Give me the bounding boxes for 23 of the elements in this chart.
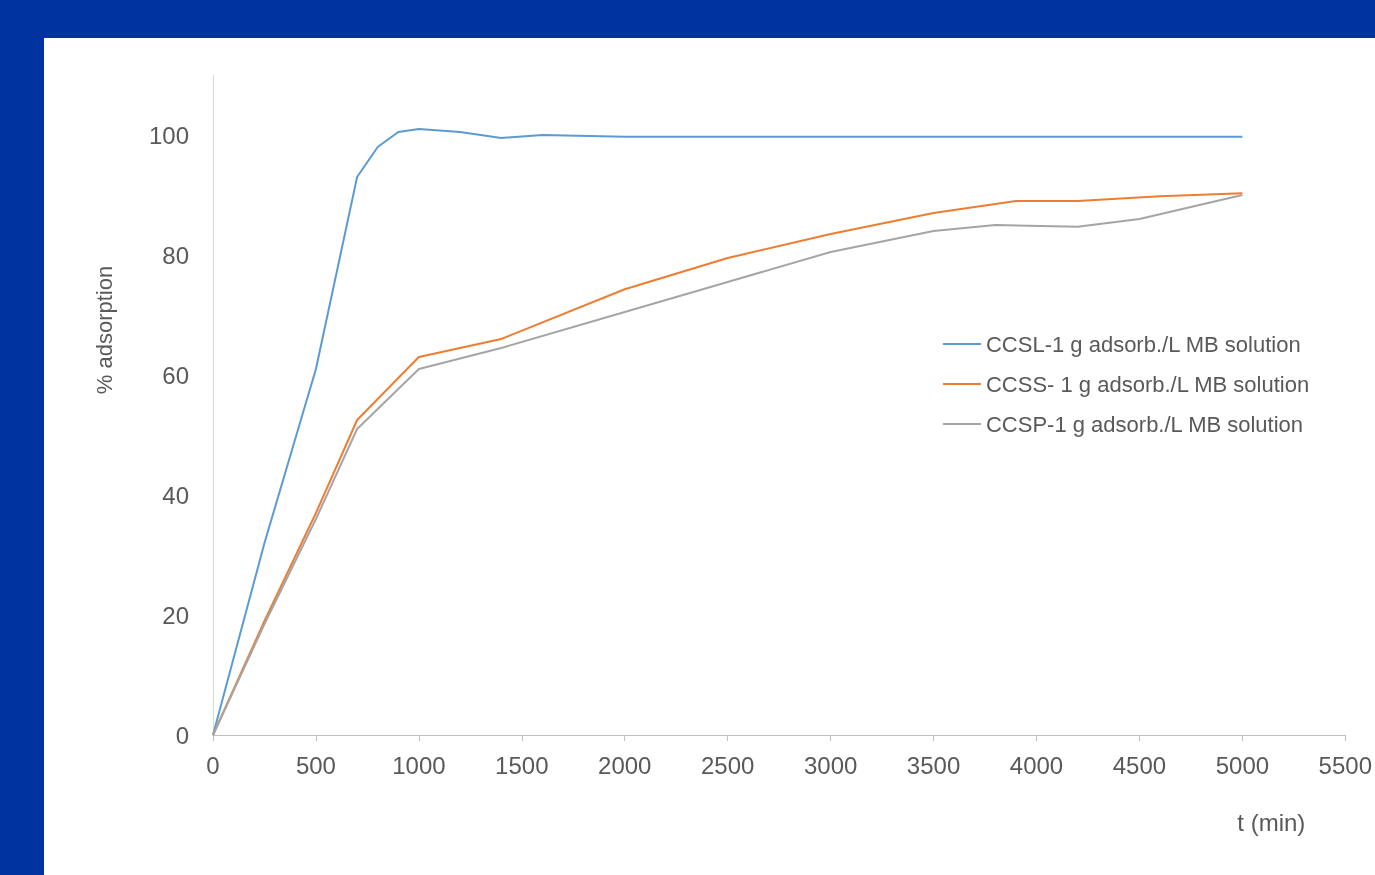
x-axis-title: t (min) bbox=[1237, 808, 1306, 836]
x-tick-label: 500 bbox=[295, 751, 336, 779]
x-tick-label: 3000 bbox=[803, 751, 858, 779]
y-tick-label: 20 bbox=[162, 601, 189, 629]
y-tick-label: 0 bbox=[175, 721, 189, 749]
x-tick-label: 3500 bbox=[906, 751, 961, 779]
legend-label: CCSS- 1 g adsorb./L MB solution bbox=[985, 371, 1310, 397]
x-tick-label: 1000 bbox=[392, 751, 446, 779]
x-tick-label: 5500 bbox=[1318, 751, 1372, 779]
y-tick-label: 80 bbox=[162, 241, 189, 269]
x-tick-label: 4500 bbox=[1112, 751, 1167, 779]
legend-label: CCSL-1 g adsorb./L MB solution bbox=[985, 331, 1301, 357]
x-tick-label: 4000 bbox=[1009, 751, 1064, 779]
x-tick-label: 1500 bbox=[495, 751, 549, 779]
y-tick-label: 40 bbox=[162, 481, 189, 509]
y-tick-label: 60 bbox=[162, 361, 189, 389]
x-tick-label: 2000 bbox=[598, 751, 652, 779]
y-tick-label: 100 bbox=[148, 121, 189, 149]
x-tick-label: 0 bbox=[206, 751, 220, 779]
x-tick-label: 5000 bbox=[1215, 751, 1270, 779]
legend-label: CCSP-1 g adsorb./L MB solution bbox=[985, 411, 1304, 437]
x-tick-label: 2500 bbox=[700, 751, 755, 779]
y-axis-title: % adsorption bbox=[91, 265, 117, 395]
